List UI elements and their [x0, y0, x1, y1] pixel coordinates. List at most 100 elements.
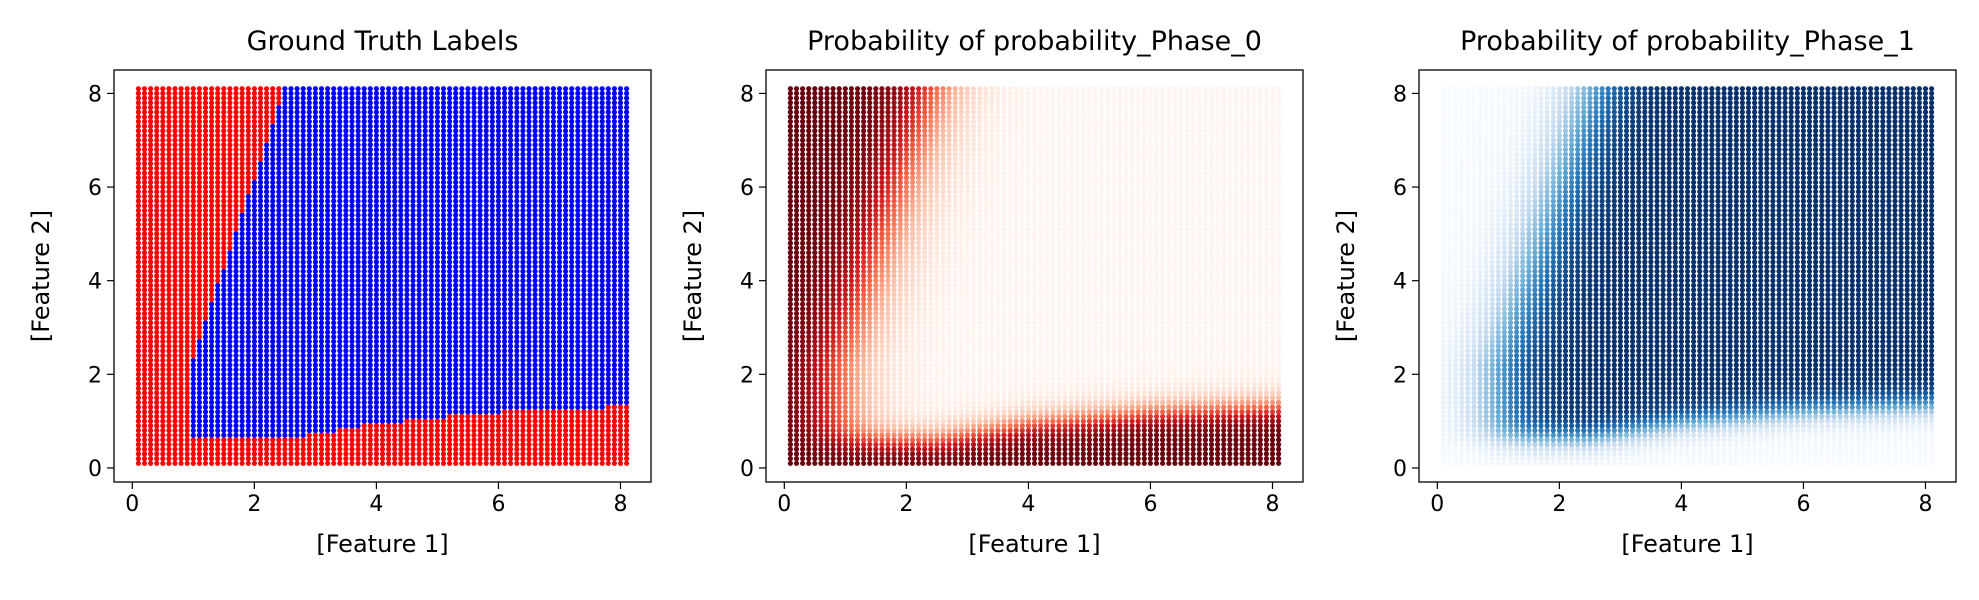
data-point: [355, 287, 361, 293]
data-point: [135, 357, 141, 363]
data-point: [282, 329, 288, 335]
data-point: [471, 451, 477, 457]
data-point: [276, 226, 282, 232]
data-point: [428, 287, 434, 293]
data-point: [141, 385, 148, 391]
data-point: [465, 404, 471, 410]
data-point: [135, 413, 141, 420]
data-point: [294, 282, 300, 288]
data-point: [501, 338, 508, 345]
data-point: [160, 306, 166, 312]
data-point: [288, 310, 294, 317]
data-point: [508, 371, 514, 377]
data-point: [148, 254, 154, 260]
data-point: [178, 179, 184, 185]
data-point: [148, 193, 154, 199]
data-point: [233, 324, 239, 331]
data-point: [264, 240, 270, 246]
data-point: [331, 90, 337, 96]
data-point: [276, 250, 282, 256]
data-point: [440, 193, 447, 199]
data-point: [184, 451, 190, 457]
data-point: [343, 381, 349, 387]
data-point: [264, 109, 270, 115]
data-point: [282, 175, 288, 181]
data-point: [471, 320, 477, 326]
data-point: [489, 161, 495, 167]
data-point: [416, 268, 422, 274]
data-point: [331, 338, 337, 345]
data-point: [483, 357, 489, 363]
data-point: [495, 338, 501, 345]
data-point: [300, 301, 306, 307]
data-point: [276, 114, 282, 120]
data-point: [489, 100, 495, 106]
data-point: [190, 156, 196, 162]
data-point: [166, 427, 172, 434]
data-point: [209, 100, 215, 106]
data-point: [148, 306, 154, 312]
data-point: [361, 376, 367, 382]
data-point: [196, 250, 202, 256]
data-point: [331, 418, 337, 424]
data-point: [318, 165, 325, 171]
data-point: [135, 278, 141, 284]
data-point: [343, 367, 349, 373]
data-point: [215, 90, 221, 96]
data-point: [325, 226, 331, 232]
data-point: [209, 324, 215, 331]
data-point: [392, 203, 398, 209]
data-point: [215, 198, 221, 204]
data-point: [312, 395, 318, 401]
data-point: [447, 193, 453, 199]
data-point: [215, 376, 221, 382]
data-point: [453, 432, 459, 438]
data-point: [209, 292, 215, 298]
data-point: [196, 118, 202, 125]
data-point: [178, 315, 184, 321]
data-point: [343, 446, 349, 452]
data-point: [264, 184, 270, 190]
data-point: [489, 198, 495, 204]
data-point: [422, 118, 428, 125]
data-point: [196, 240, 202, 246]
data-point: [447, 362, 453, 368]
data-point: [264, 86, 270, 92]
data-point: [495, 348, 501, 354]
data-point: [300, 175, 306, 181]
data-point: [471, 460, 477, 466]
data-point: [202, 296, 209, 302]
data-point: [416, 413, 422, 420]
data-point: [337, 226, 343, 232]
data-point: [440, 315, 447, 321]
data-point: [300, 273, 306, 279]
data-point: [508, 348, 514, 354]
data-point: [172, 151, 178, 157]
data-point: [257, 147, 264, 153]
data-point: [410, 310, 416, 317]
data-point: [386, 259, 392, 265]
data-point: [221, 282, 227, 288]
data-point: [434, 109, 440, 115]
data-point: [355, 189, 361, 195]
data-point: [221, 207, 227, 214]
data-point: [373, 235, 379, 242]
data-point: [495, 156, 501, 162]
data-point: [471, 254, 477, 260]
data-point: [227, 451, 233, 457]
data-point: [349, 273, 355, 279]
data-point: [264, 367, 270, 373]
data-point: [270, 175, 276, 181]
data-point: [184, 278, 190, 284]
data-point: [343, 362, 349, 368]
data-point: [288, 250, 294, 256]
data-point: [349, 189, 355, 195]
data-point: [233, 404, 239, 410]
data-point: [392, 456, 398, 462]
data-point: [318, 381, 325, 387]
data-point: [349, 245, 355, 251]
data-point: [495, 217, 501, 223]
data-point: [355, 86, 361, 92]
data-point: [239, 385, 245, 391]
data-point: [349, 151, 355, 157]
